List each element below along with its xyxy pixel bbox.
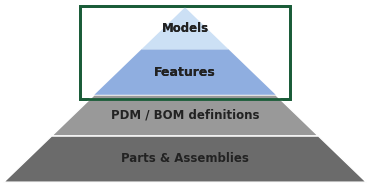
Text: Features: Features xyxy=(154,66,216,79)
Polygon shape xyxy=(52,95,318,136)
Text: Models: Models xyxy=(161,22,209,35)
Text: Models: Models xyxy=(161,22,209,35)
Text: Parts & Assemblies: Parts & Assemblies xyxy=(121,153,249,165)
Polygon shape xyxy=(94,49,276,95)
Text: Features: Features xyxy=(154,66,216,79)
Polygon shape xyxy=(141,7,229,49)
Bar xyxy=(80,6,290,99)
Text: PDM / BOM definitions: PDM / BOM definitions xyxy=(111,109,259,122)
Polygon shape xyxy=(141,7,229,49)
Polygon shape xyxy=(4,136,366,182)
Bar xyxy=(80,6,290,99)
Polygon shape xyxy=(94,49,276,95)
